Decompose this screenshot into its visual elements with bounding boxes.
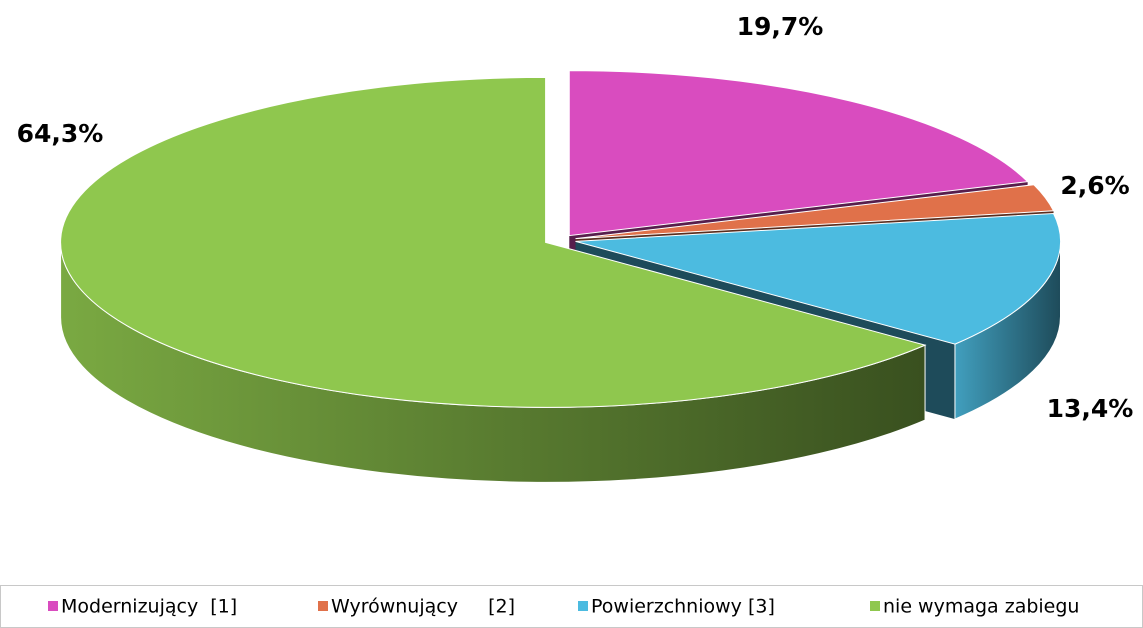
legend-label: Modernizujący [1] <box>61 596 237 618</box>
slice <box>60 76 927 408</box>
slice <box>575 184 1055 240</box>
data-label: 19,7% <box>737 12 824 41</box>
legend-label: nie wymaga zabiegu <box>883 596 1079 618</box>
legend-marker <box>870 601 880 611</box>
legend-box <box>0 585 1143 628</box>
legend-marker <box>318 601 328 611</box>
legend-label: Wyrównujący [2] <box>331 596 515 618</box>
legend-marker <box>578 601 588 611</box>
legend-marker <box>48 601 58 611</box>
slice <box>568 70 1029 237</box>
data-label: 64,3% <box>17 119 104 148</box>
data-label: 13,4% <box>1047 394 1134 423</box>
slice <box>575 212 1061 345</box>
legend-label: Powierzchniowy [3] <box>591 596 775 618</box>
data-label: 2,6% <box>1060 171 1129 200</box>
